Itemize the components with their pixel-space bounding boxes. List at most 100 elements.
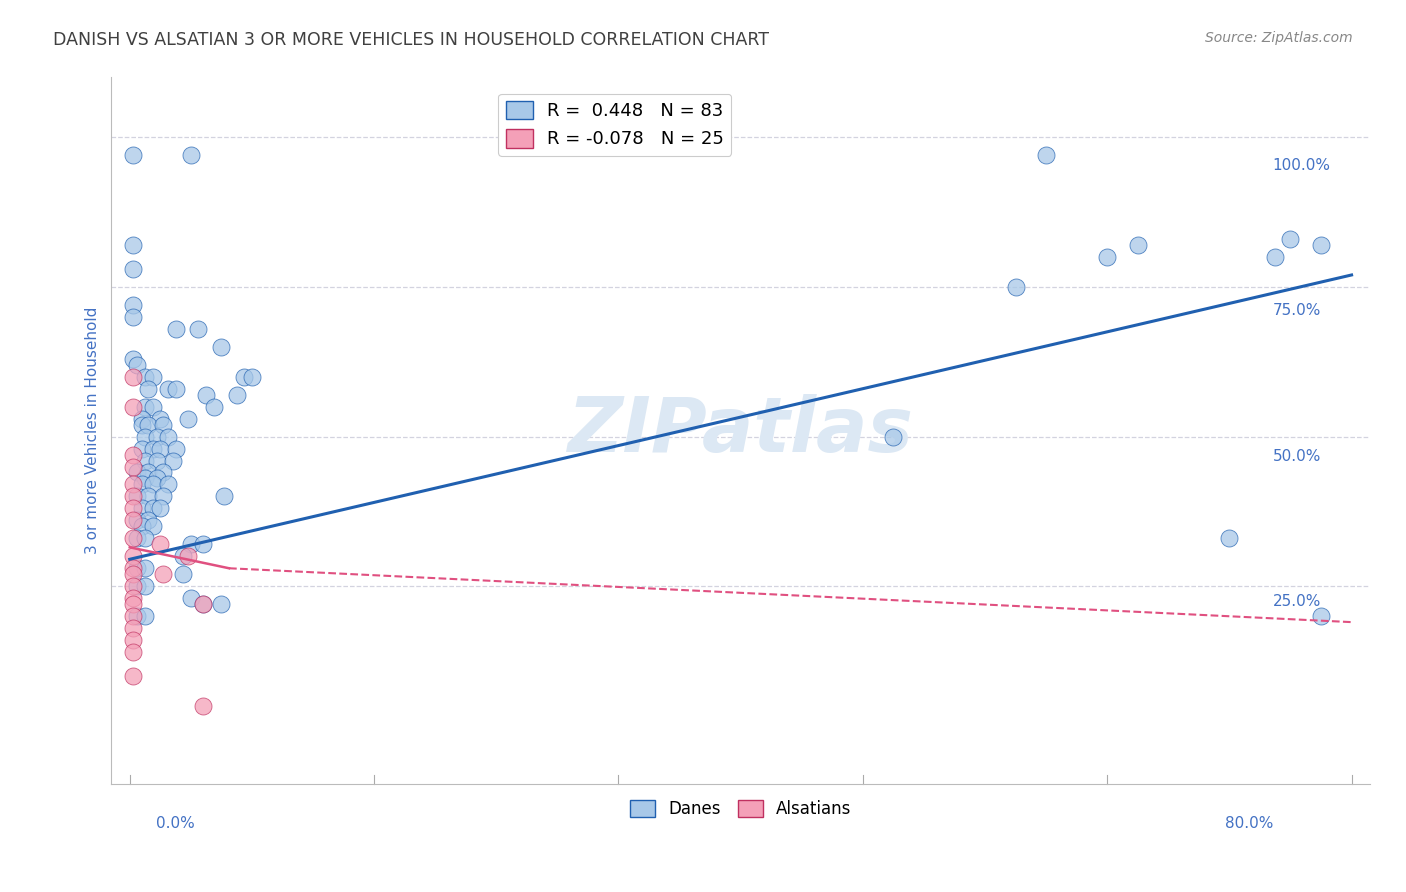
Point (152, 417, 174, 432)
Point (134, 561, 156, 575)
Point (127, 579, 149, 593)
Point (121, 262, 143, 277)
Point (1310, 609, 1333, 624)
Point (191, 537, 214, 551)
Point (165, 442, 187, 456)
Point (156, 429, 179, 443)
Point (142, 519, 165, 533)
Point (1095, 250, 1118, 264)
Point (121, 351, 143, 366)
Text: 75.0%: 75.0% (1272, 303, 1320, 318)
Point (191, 698, 214, 713)
Point (149, 501, 172, 516)
Point (121, 513, 143, 527)
Point (214, 490, 236, 504)
Point (149, 442, 172, 456)
Point (131, 417, 153, 432)
Point (146, 453, 169, 467)
Point (156, 382, 179, 396)
Point (134, 471, 156, 485)
Point (209, 597, 232, 611)
Point (121, 579, 143, 593)
Point (121, 669, 143, 683)
Point (121, 567, 143, 582)
Point (146, 471, 169, 485)
Point (121, 597, 143, 611)
Point (136, 382, 159, 396)
Point (121, 561, 143, 575)
Point (152, 567, 174, 582)
Point (127, 358, 149, 372)
Point (1310, 238, 1333, 252)
Point (121, 298, 143, 312)
Point (172, 549, 194, 564)
Point (1279, 232, 1302, 246)
Text: 50.0%: 50.0% (1272, 449, 1320, 464)
Point (131, 501, 153, 516)
Text: Source: ZipAtlas.com: Source: ZipAtlas.com (1205, 31, 1353, 45)
Point (149, 411, 172, 425)
Point (1035, 148, 1057, 162)
Point (134, 429, 156, 443)
Point (121, 459, 143, 474)
Point (134, 579, 156, 593)
Point (142, 477, 165, 491)
Point (209, 340, 232, 354)
Point (233, 369, 256, 384)
Point (882, 429, 904, 443)
Point (177, 549, 200, 564)
Point (121, 633, 143, 648)
Point (191, 597, 214, 611)
Text: 0.0%: 0.0% (156, 816, 195, 831)
Point (121, 448, 143, 462)
Text: 100.0%: 100.0% (1272, 158, 1330, 173)
Point (136, 490, 159, 504)
Point (1126, 238, 1149, 252)
Point (149, 537, 172, 551)
Point (1264, 250, 1286, 264)
Point (121, 490, 143, 504)
Point (121, 532, 143, 546)
Point (152, 466, 174, 480)
Point (195, 387, 218, 401)
Point (121, 645, 143, 659)
Point (191, 597, 214, 611)
Point (134, 609, 156, 624)
Point (121, 477, 143, 491)
Point (121, 609, 143, 624)
Point (131, 442, 153, 456)
Point (202, 400, 225, 414)
Point (121, 400, 143, 414)
Point (131, 411, 153, 425)
Point (136, 466, 159, 480)
Point (134, 369, 156, 384)
Point (127, 609, 149, 624)
Point (134, 400, 156, 414)
Point (142, 369, 165, 384)
Point (127, 532, 149, 546)
Point (180, 591, 202, 606)
Point (121, 591, 143, 606)
Text: DANISH VS ALSATIAN 3 OR MORE VEHICLES IN HOUSEHOLD CORRELATION CHART: DANISH VS ALSATIAN 3 OR MORE VEHICLES IN… (53, 31, 769, 49)
Text: ZIPatlas: ZIPatlas (568, 393, 914, 467)
Point (127, 466, 149, 480)
Point (152, 490, 174, 504)
Y-axis label: 3 or more Vehicles in Household: 3 or more Vehicles in Household (86, 307, 100, 554)
Point (1004, 280, 1026, 294)
Point (136, 417, 159, 432)
Point (142, 501, 165, 516)
Point (1218, 532, 1240, 546)
Legend: Danes, Alsatians: Danes, Alsatians (623, 793, 858, 825)
Point (127, 561, 149, 575)
Point (165, 322, 187, 336)
Point (127, 513, 149, 527)
Point (134, 453, 156, 467)
Point (136, 513, 159, 527)
Point (146, 429, 169, 443)
Point (165, 382, 187, 396)
Point (127, 490, 149, 504)
Point (121, 148, 143, 162)
Text: 80.0%: 80.0% (1226, 816, 1274, 831)
Point (225, 387, 247, 401)
Point (180, 537, 202, 551)
